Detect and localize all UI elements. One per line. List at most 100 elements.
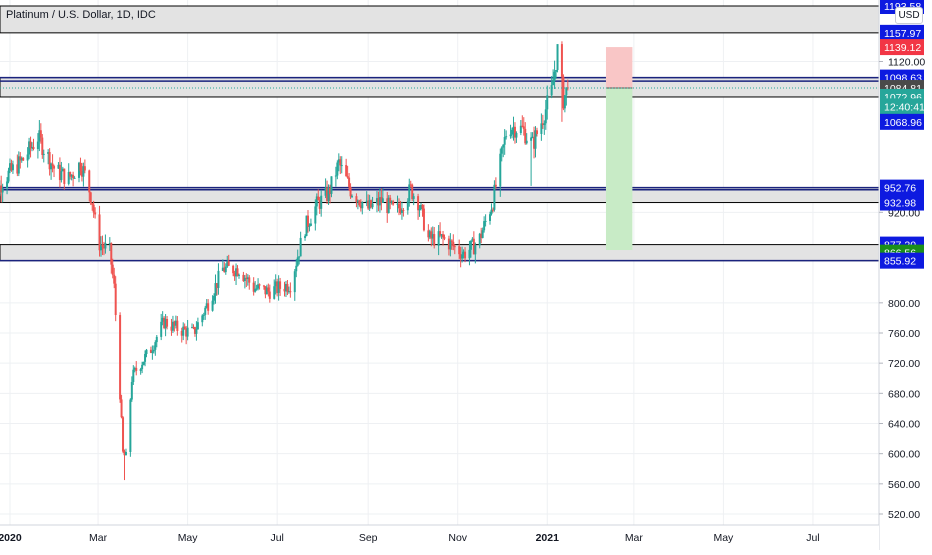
candle-up [412, 196, 415, 200]
candle-up [375, 198, 378, 204]
candle-down [242, 274, 245, 282]
candle-down [452, 241, 455, 247]
candle-down [248, 277, 251, 283]
candle-down [392, 201, 395, 205]
candle-up [368, 200, 371, 209]
candle-up [174, 320, 177, 326]
candle-up [336, 162, 339, 176]
candle-up [337, 159, 340, 163]
stop-loss-area [605, 47, 633, 89]
candle-up [26, 154, 29, 161]
y-axis-tick-label: 640.00 [888, 418, 920, 430]
candle-down [491, 209, 494, 211]
candle-up [468, 249, 471, 259]
candle-up [277, 281, 280, 293]
candle-up [308, 225, 311, 227]
candle-down [345, 165, 348, 177]
candle-up [164, 318, 167, 329]
candle-up [546, 95, 549, 110]
candle-up [309, 223, 312, 226]
candle-down [267, 287, 270, 292]
candle-down [521, 125, 524, 127]
price-label-text: 1157.97 [884, 28, 921, 40]
candle-up [191, 327, 194, 329]
candle-up [36, 141, 39, 149]
candle-up [305, 215, 308, 237]
candle-down [443, 237, 446, 239]
candle-down [227, 261, 230, 266]
candle-up [160, 321, 163, 337]
candle-down [119, 315, 122, 400]
candle-up [132, 369, 135, 382]
candle-down [223, 267, 226, 273]
candle-up [17, 156, 20, 174]
candle-up [471, 238, 474, 241]
candle-up [61, 168, 64, 172]
candle-up [512, 126, 515, 130]
candle-up [437, 231, 440, 246]
candle-down [92, 204, 95, 213]
y-axis-tick-label: 720.00 [888, 358, 920, 370]
candle-up [287, 291, 290, 293]
candle-up [400, 210, 403, 214]
candle-up [57, 164, 60, 169]
candle-up [130, 381, 133, 400]
candle-up [381, 198, 384, 203]
candle-up [371, 203, 374, 208]
candle-down [236, 268, 239, 276]
candle-down [524, 128, 527, 144]
candle-up [500, 147, 503, 154]
candle-down [306, 215, 309, 227]
candle-down [83, 166, 86, 171]
candle-up [124, 451, 127, 456]
candle-down [370, 200, 373, 208]
candle-down [183, 326, 186, 330]
candle-up [254, 288, 257, 292]
candle-up [505, 136, 508, 138]
candle-up [365, 200, 368, 203]
candle-down [39, 130, 42, 138]
candle-down [233, 273, 236, 277]
candle-up [11, 164, 14, 171]
candle-down [289, 291, 292, 293]
candle-down [19, 156, 22, 161]
candle-up [431, 234, 434, 239]
candle-up [186, 327, 189, 337]
candle-up [552, 81, 555, 86]
candle-up [60, 171, 63, 181]
candle-up [502, 144, 505, 148]
candle-up [418, 209, 421, 211]
candle-down [389, 197, 392, 203]
time-axis[interactable] [0, 525, 879, 550]
currency-button[interactable]: USD [895, 7, 923, 24]
candle-up [531, 136, 534, 138]
candle-up [304, 236, 307, 238]
candle-up [483, 221, 486, 231]
candle-up [544, 109, 547, 124]
candle-up [330, 176, 333, 194]
candle-up [224, 266, 227, 273]
x-axis-tick-label: Nov [448, 532, 467, 544]
x-axis-tick-label: 2021 [536, 532, 560, 544]
candle-down [91, 203, 94, 205]
candle-up [525, 140, 528, 144]
candle-up [273, 286, 276, 299]
candle-up [540, 123, 543, 134]
candle-up [50, 163, 53, 170]
price-label-badge [880, 24, 924, 41]
candle-up [509, 134, 512, 137]
candle-down [63, 168, 66, 184]
x-axis-tick-label: Mar [89, 532, 108, 544]
candle-up [217, 270, 220, 288]
candle-down [279, 281, 282, 289]
y-axis-tick-label: 560.00 [888, 479, 920, 491]
candle-up [387, 197, 390, 214]
price-label-badge [880, 39, 924, 56]
candle-down [358, 200, 361, 206]
candle-down [88, 170, 91, 193]
candle-down [522, 126, 525, 129]
candle-up [202, 314, 205, 316]
candle-up [390, 201, 393, 203]
